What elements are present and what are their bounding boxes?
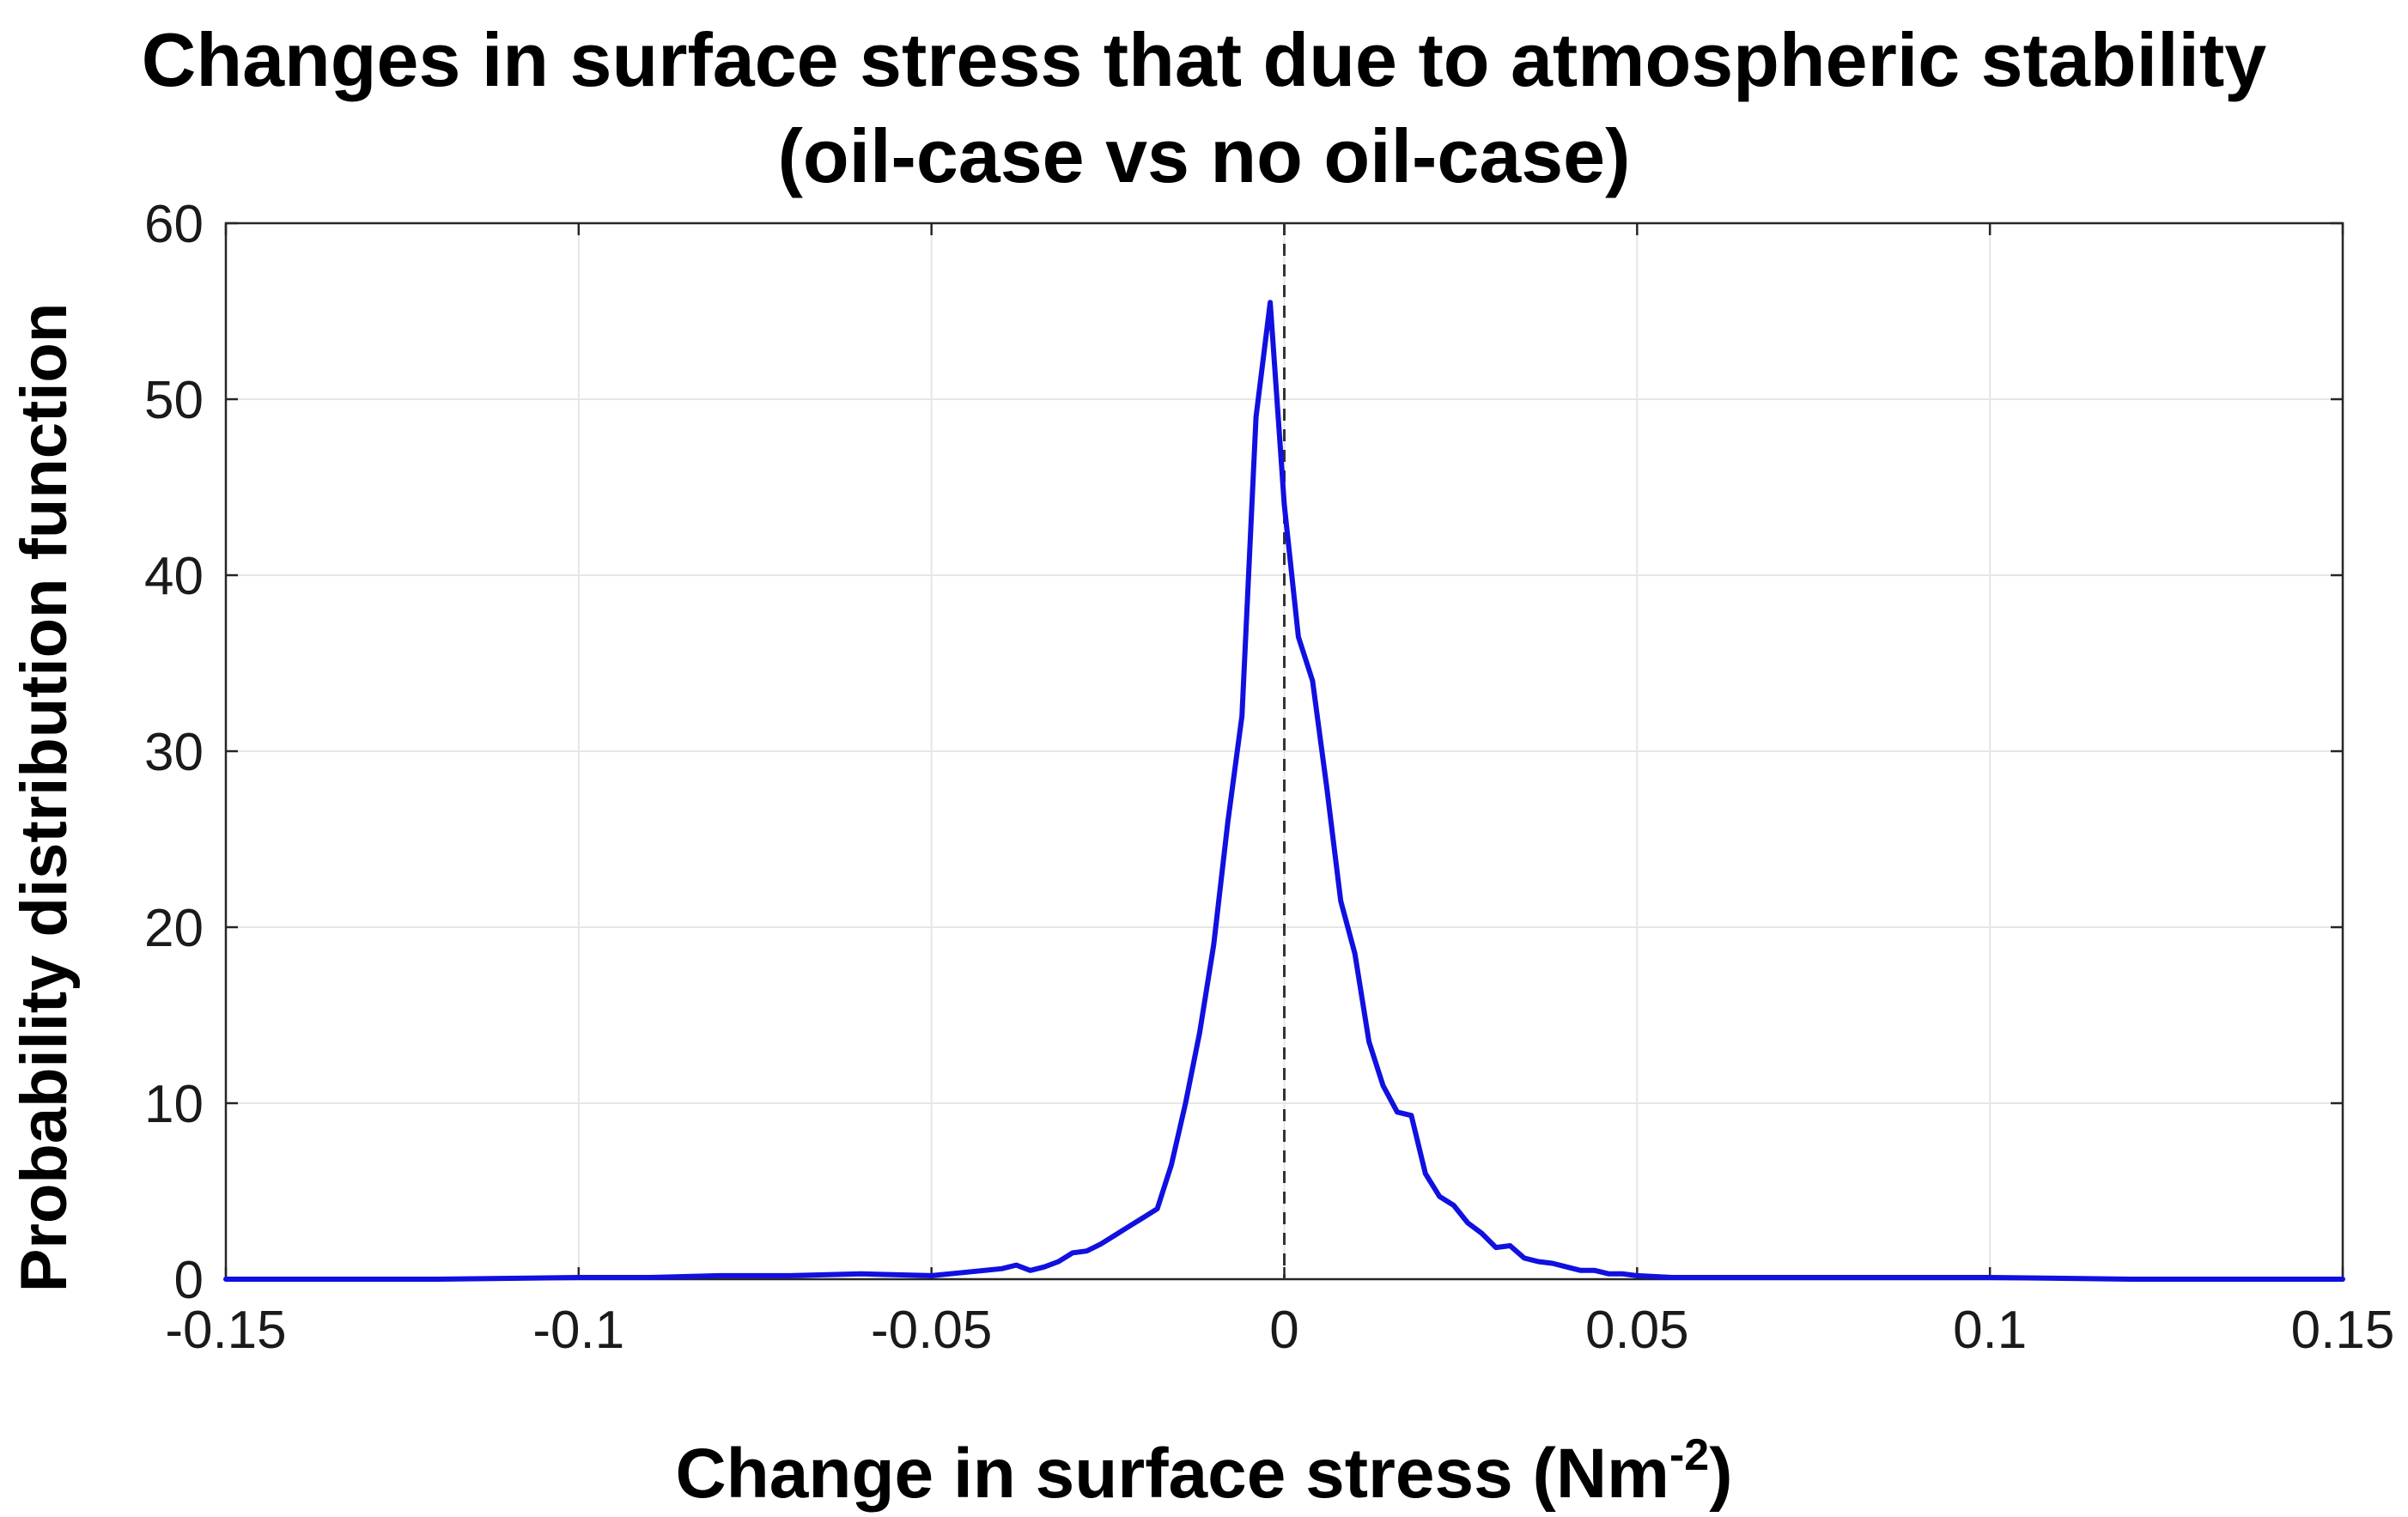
x-tick-labels: -0.15 -0.1 -0.05 0 0.05 0.1 0.15 (165, 1301, 2394, 1360)
x-axis-label-superscript: -2 (1669, 1430, 1710, 1480)
chart-title-line-1: Changes in surface stress that due to at… (141, 17, 2267, 102)
x-tick-label: -0.15 (165, 1301, 286, 1360)
y-tick-label: 40 (144, 547, 204, 606)
x-axis-label: Change in surface stress (Nm-2) (0, 1412, 2408, 1517)
x-tick-label: -0.05 (871, 1301, 992, 1360)
x-tick-label: 0 (1269, 1301, 1298, 1360)
x-axis-label-text: Change in surface stress (Nm (675, 1435, 1669, 1513)
series-layer (223, 300, 2345, 1282)
x-tick-label: 0.1 (1953, 1301, 2027, 1360)
x-tick-label: 0.05 (1585, 1301, 1689, 1360)
pdf-series-line (223, 300, 2345, 1282)
y-tick-label: 0 (174, 1251, 204, 1310)
y-tick-label: 60 (144, 195, 204, 254)
y-tick-label: 10 (144, 1075, 204, 1134)
y-axis-label: Probability distribution function (8, 302, 81, 1293)
x-axis-label-suffix: ) (1709, 1435, 1733, 1513)
x-tick-label: -0.1 (532, 1301, 624, 1360)
chart-title: Changes in surface stress that due to at… (0, 12, 2408, 204)
chart-title-line-2: (oil-case vs no oil-case) (777, 113, 1631, 198)
y-tick-label: 30 (144, 723, 204, 782)
y-tick-label: 50 (144, 371, 204, 430)
y-tick-label: 20 (144, 899, 204, 958)
x-tick-label: 0.15 (2291, 1301, 2395, 1360)
y-tick-labels: 0 10 20 30 40 50 60 (144, 195, 204, 1310)
